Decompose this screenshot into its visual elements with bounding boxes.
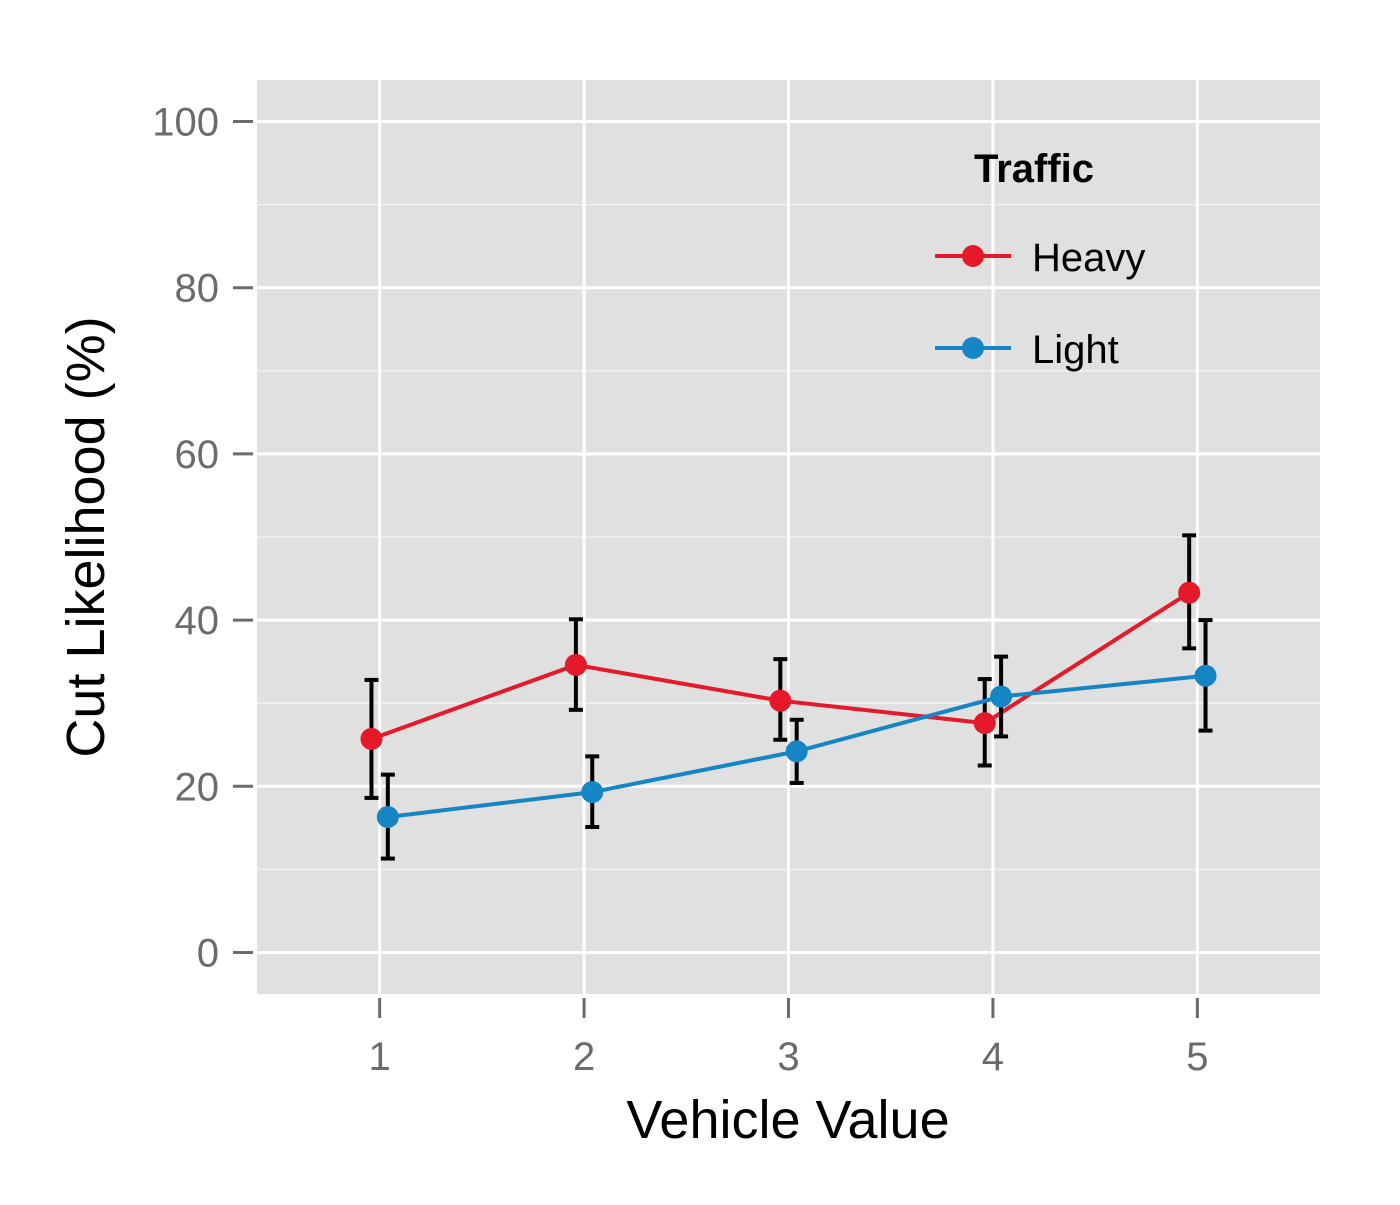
data-point — [973, 712, 996, 735]
y-tick-label: 20 — [175, 765, 220, 809]
axes: 0 20 40 60 80 100 1 2 3 4 5 — [152, 101, 1208, 1079]
x-tick-label: 5 — [1186, 1035, 1208, 1079]
y-tick-label: 80 — [175, 267, 220, 311]
data-point — [1194, 664, 1217, 687]
grid-lines — [257, 80, 1320, 994]
legend-label: Heavy — [1032, 236, 1145, 280]
y-axis-title: Cut Likelihood (%) — [56, 316, 116, 757]
series-layer — [360, 533, 1217, 861]
data-point — [360, 727, 383, 750]
y-tick-label: 100 — [152, 101, 219, 145]
x-tick-label: 3 — [777, 1035, 799, 1079]
legend-key-point — [962, 245, 984, 267]
data-point — [1178, 581, 1201, 604]
data-point — [376, 806, 399, 829]
legend-label: Light — [1032, 328, 1119, 372]
legend-title: Traffic — [974, 147, 1094, 191]
series-heavy — [360, 533, 1201, 800]
data-point — [581, 781, 604, 804]
data-point — [990, 685, 1013, 708]
data-point — [564, 653, 587, 676]
x-tick-label: 4 — [982, 1035, 1004, 1079]
data-point — [769, 689, 792, 712]
data-point — [785, 740, 808, 763]
legend: Traffic Heavy Light — [935, 147, 1145, 372]
x-axis-title: Vehicle Value — [626, 1090, 949, 1150]
y-tick-label: 60 — [175, 433, 220, 477]
y-tick-label: 40 — [175, 599, 220, 643]
legend-key-point — [962, 337, 984, 359]
y-tick-label: 0 — [197, 931, 219, 975]
series-light — [376, 618, 1217, 861]
x-tick-label: 1 — [369, 1035, 391, 1079]
x-tick-label: 2 — [573, 1035, 595, 1079]
